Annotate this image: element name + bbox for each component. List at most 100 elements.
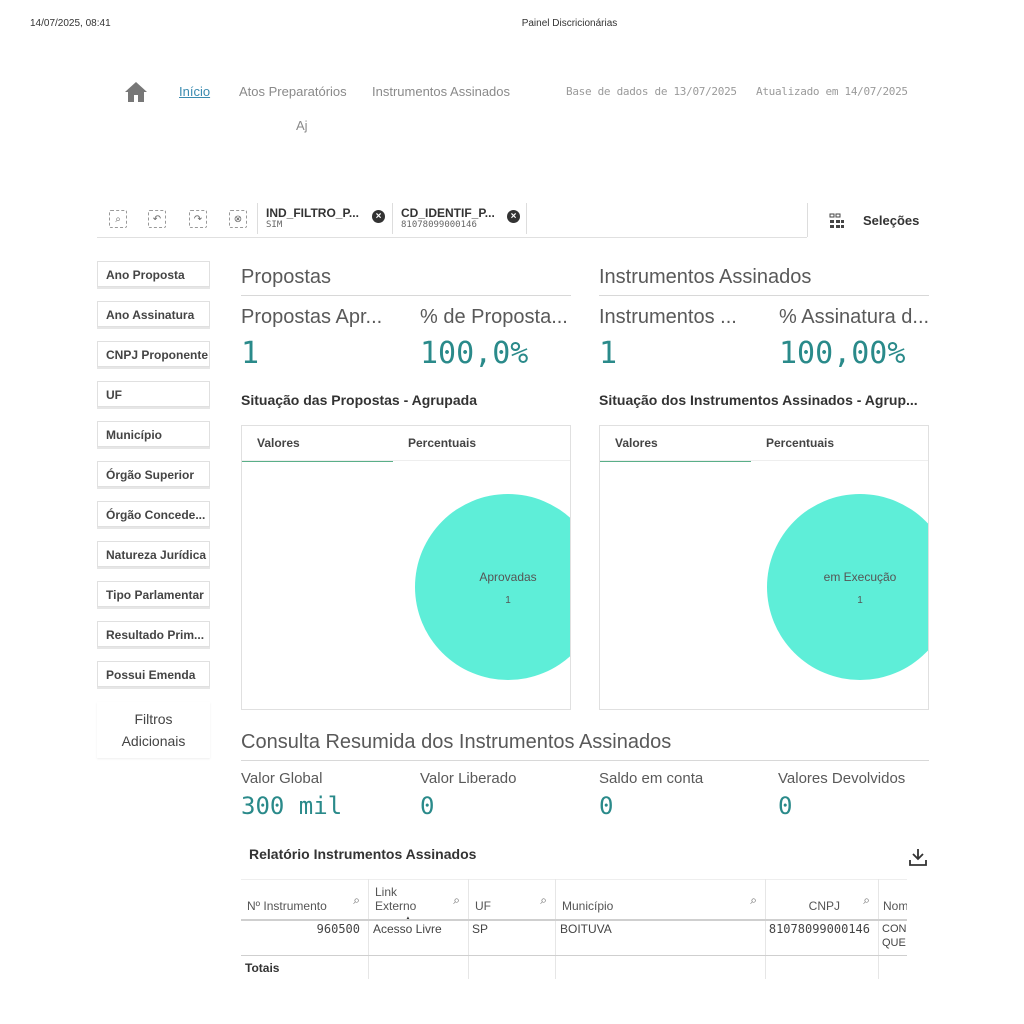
selections-grid-icon[interactable]	[829, 213, 845, 229]
section-title-instrumentos: Instrumentos Assinados	[599, 266, 812, 288]
column-header-label: Nº Instrumento	[247, 899, 327, 913]
column-header[interactable]: CNPJ ⌕	[766, 879, 879, 919]
column-header[interactable]: Nº Instrumento ⌕	[241, 879, 369, 919]
column-header-label: Nom	[883, 899, 907, 913]
chip-value: 81078099000146	[401, 220, 477, 230]
column-header-label: Link Externo	[375, 885, 417, 913]
search-icon[interactable]: ⌕	[540, 893, 547, 907]
cell-divider	[368, 956, 369, 979]
download-icon[interactable]	[908, 847, 928, 867]
filter-uf[interactable]: UF	[97, 381, 210, 407]
kpi-value: 100,00%	[779, 336, 906, 371]
cell-municipio[interactable]: BOITUVA	[556, 921, 766, 955]
filter-cnpj-proponente[interactable]: CNPJ Proponente	[97, 341, 210, 367]
kpi-label: % Assinatura d...	[779, 306, 930, 328]
kpi-label: Propostas Apr...	[241, 306, 383, 328]
tab-valores[interactable]: Valores	[242, 426, 393, 462]
cell-nome[interactable]: CON QUE	[882, 923, 907, 949]
step-back-icon[interactable]: ↶	[148, 210, 166, 228]
chart-propostas: Valores Percentuais Aprovadas 1	[241, 425, 571, 710]
summary-label: Valor Global	[241, 770, 323, 787]
column-header-label: CNPJ	[808, 899, 840, 913]
pie-label: em Execução	[823, 570, 897, 584]
chip-field: IND_FILTRO_P...	[266, 206, 359, 220]
smart-search-icon[interactable]: ⌕	[109, 210, 127, 228]
column-header[interactable]: UF ⌕	[469, 879, 556, 919]
step-forward-icon[interactable]: ↷	[189, 210, 207, 228]
nav-aj[interactable]: Aj	[296, 118, 308, 133]
clear-selections-icon[interactable]: ⊗	[229, 210, 247, 228]
report-title: Relatório Instrumentos Assinados	[249, 846, 477, 862]
pie-slice-em-execucao[interactable]	[767, 494, 928, 680]
cell-link-externo[interactable]: Acesso Livre	[369, 921, 469, 955]
kpi-label: % de Proposta...	[420, 306, 568, 328]
nav-instrumentos-assinados[interactable]: Instrumentos Assinados	[372, 84, 511, 99]
tabs-divider	[600, 460, 928, 461]
section-title-propostas: Propostas	[241, 266, 332, 288]
cell-instrumento[interactable]: 960500	[241, 921, 369, 955]
chip-field: CD_IDENTIF_P...	[401, 206, 495, 220]
totals-label: Totais	[245, 961, 280, 975]
nav-atos-preparatorios[interactable]: Atos Preparatórios	[239, 84, 347, 99]
selection-chip[interactable]: CD_IDENTIF_P... 81078099000146 ×	[392, 203, 527, 234]
selection-chip[interactable]: IND_FILTRO_P... SIM ×	[257, 203, 392, 234]
search-icon[interactable]: ⌕	[453, 893, 460, 907]
column-header[interactable]: Link Externo ⌕ ▲	[369, 879, 469, 923]
section-title-summary: Consulta Resumida dos Instrumentos Assin…	[241, 731, 672, 753]
report-table: Nº Instrumento ⌕ Link Externo ⌕ ▲ UF ⌕ M…	[241, 879, 907, 979]
pie-label: Aprovadas	[479, 570, 537, 584]
more-filters-line2: Adicionais	[121, 733, 186, 749]
kpi-value: 100,0%	[420, 336, 529, 371]
section-divider	[241, 295, 571, 296]
tab-percentuais[interactable]: Percentuais	[766, 436, 835, 450]
column-header[interactable]: Município ⌕	[556, 879, 766, 919]
chart-instrumentos: Valores Percentuais em Execução 1	[599, 425, 929, 710]
filter-natureza-juridica[interactable]: Natureza Jurídica	[97, 541, 210, 567]
filter-resultado-primario[interactable]: Resultado Prim...	[97, 621, 210, 647]
summary-value: 0	[420, 792, 435, 820]
kpi-value: 1	[241, 336, 260, 371]
home-icon[interactable]	[124, 81, 148, 103]
column-header[interactable]: Nom	[879, 879, 907, 919]
pie-slice-aprovadas[interactable]	[415, 494, 570, 680]
close-icon[interactable]: ×	[507, 210, 520, 223]
sort-ascending-icon: ▲	[404, 914, 412, 923]
summary-label: Valores Devolvidos	[778, 770, 906, 787]
cell-uf[interactable]: SP	[469, 921, 556, 955]
cell-divider	[555, 956, 556, 979]
print-datetime: 14/07/2025, 08:41	[30, 18, 111, 29]
filter-municipio[interactable]: Município	[97, 421, 210, 447]
cell-divider	[468, 956, 469, 979]
summary-value: 300 mil	[241, 792, 343, 820]
summary-value: 0	[778, 792, 793, 820]
print-title: Painel Discricionárias	[521, 18, 618, 29]
filter-tipo-parlamentar[interactable]: Tipo Parlamentar	[97, 581, 210, 607]
filter-ano-assinatura[interactable]: Ano Assinatura	[97, 301, 210, 327]
filter-possui-emenda[interactable]: Possui Emenda	[97, 661, 210, 687]
tab-percentuais[interactable]: Percentuais	[408, 436, 477, 450]
selections-divider	[807, 203, 808, 237]
cell-divider	[878, 956, 879, 979]
search-icon[interactable]: ⌕	[353, 893, 360, 907]
selections-button[interactable]: Seleções	[863, 213, 920, 228]
more-filters-button[interactable]: Filtros Adicionais	[97, 702, 210, 758]
summary-label: Valor Liberado	[420, 770, 517, 787]
filter-orgao-concedente[interactable]: Órgão Concede...	[97, 501, 210, 527]
column-header-label: UF	[475, 899, 491, 913]
close-icon[interactable]: ×	[372, 210, 385, 223]
cell-divider	[765, 956, 766, 979]
search-icon[interactable]: ⌕	[863, 893, 870, 907]
cell-cnpj[interactable]: 81078099000146	[766, 921, 879, 955]
chart-title: Situação das Propostas - Agrupada	[241, 392, 477, 408]
tab-valores[interactable]: Valores	[600, 426, 751, 462]
search-icon[interactable]: ⌕	[750, 893, 757, 907]
filter-ano-proposta[interactable]: Ano Proposta	[97, 261, 210, 287]
tabs-divider	[242, 460, 570, 461]
nav-inicio[interactable]: Início	[179, 84, 211, 99]
filter-orgao-superior[interactable]: Órgão Superior	[97, 461, 210, 487]
chip-divider	[526, 203, 527, 234]
chart-title: Situação dos Instrumentos Assinados - Ag…	[599, 392, 918, 408]
more-filters-line1: Filtros	[134, 711, 173, 727]
row-divider	[241, 955, 907, 956]
summary-value: 0	[599, 792, 614, 820]
